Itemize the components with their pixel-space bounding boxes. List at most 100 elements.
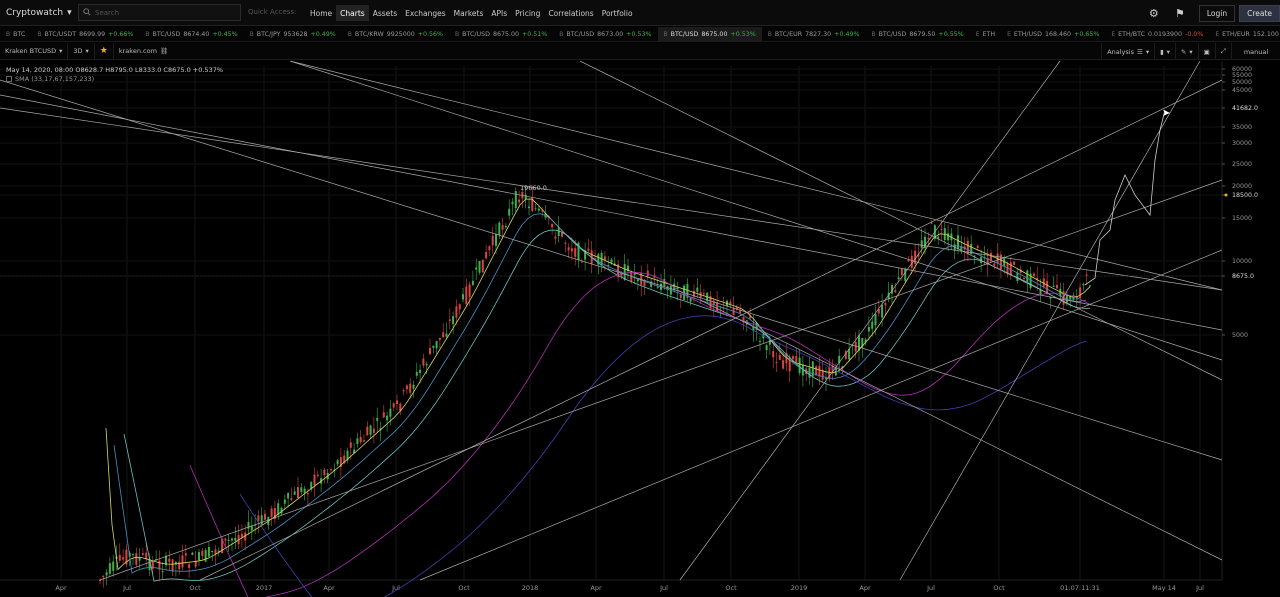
nav-charts[interactable]: Charts — [336, 5, 369, 21]
candle-body — [729, 301, 732, 305]
nav-markets[interactable]: Markets — [453, 8, 484, 18]
scale-selector[interactable]: manual — [1232, 43, 1280, 60]
candle-body — [485, 252, 488, 259]
candle-body — [409, 383, 412, 393]
ticker-item[interactable]: B BTC/JPY 953628 +0.49% — [244, 27, 342, 41]
ticker-item[interactable]: B BTC/USD 8674.40 +0.45% — [139, 27, 243, 41]
analysis-menu[interactable]: Analysis ☰ ▾ — [1101, 43, 1156, 60]
ticker-price: 0.0193900 — [1148, 30, 1183, 38]
candle-body — [927, 238, 930, 240]
peak-price-label: 19660.0 — [520, 184, 547, 192]
market-selector[interactable]: Kraken BTCUSD ▾ — [0, 42, 69, 60]
candle-body — [844, 351, 847, 359]
candle-body — [198, 552, 200, 561]
candle-body — [815, 366, 818, 376]
ticker-bar: B BTC B BTC/USDT 8699.99 +0.66% B BTC/USD 8674.4… — [0, 27, 1280, 42]
nav-apis[interactable]: APIs — [491, 8, 508, 18]
nav-pricing[interactable]: Pricing — [515, 8, 541, 18]
candle-body — [231, 538, 233, 541]
time-tick-label: Apr — [323, 584, 335, 592]
chevron-down-icon: ▾ — [67, 7, 72, 18]
chevron-down-icon: ▾ — [1145, 47, 1150, 56]
candle-body — [1026, 270, 1029, 282]
candle-body — [854, 342, 857, 352]
analysis-label: Analysis — [1107, 47, 1134, 56]
candle-body — [247, 522, 250, 529]
time-tick-label: Apr — [590, 584, 602, 592]
candle-body — [650, 281, 653, 287]
ticker-item[interactable]: E ETH/BTC 0.0193900 -0.0% — [1105, 27, 1209, 41]
ticker-price: 8675.00 — [492, 30, 519, 38]
candle-body — [297, 487, 299, 498]
draw-menu[interactable]: ✎ ▾ — [1176, 43, 1199, 60]
nav-assets[interactable]: Assets — [372, 8, 398, 18]
candle-body — [709, 296, 712, 309]
pencil-icon: ✎ — [1180, 47, 1187, 56]
ticker-item[interactable]: E ETH/USD 168.460 +0.65% — [1001, 27, 1105, 41]
create-button[interactable]: Create — [1239, 4, 1280, 22]
candle-body — [831, 365, 834, 374]
candle-body — [891, 285, 893, 294]
ticker-item[interactable]: B BTC/USD 8675.00 +0.51% — [449, 27, 553, 41]
trend-line — [579, 61, 1223, 381]
ticker-price: 8699.99 — [79, 30, 106, 38]
price-chart[interactable]: Apr Jul Oct 2017 Apr Jul Oct 2018 Apr Jul Oct 2019 A… — [0, 61, 1280, 597]
ticker-item[interactable]: B BTC/USD 8679.50 +0.55% — [865, 27, 969, 41]
candle-body — [135, 553, 138, 565]
candle-body — [244, 532, 247, 541]
candle-body — [396, 400, 398, 405]
candle-body — [471, 280, 474, 286]
candle-body — [887, 292, 890, 300]
candle-body — [940, 228, 943, 230]
ticker-item[interactable]: B BTC/USDT 8699.99 +0.66% — [31, 27, 139, 41]
candle-body — [402, 390, 405, 392]
exchange-link[interactable]: kraken.com ⛓ — [114, 43, 173, 60]
gear-icon[interactable]: ⚙ — [1148, 6, 1159, 20]
brand-name: Cryptowatch — [6, 7, 64, 18]
candle-body — [405, 385, 408, 390]
candle-body — [702, 293, 705, 295]
search-input[interactable] — [95, 8, 235, 17]
ticker-item[interactable]: B BTC/KRW 9925000 +0.56% — [342, 27, 449, 41]
chart-type-menu[interactable]: ▮ ▾ — [1155, 43, 1176, 60]
sma-legend[interactable]: SMA (33,17,67,157,233) — [6, 75, 94, 83]
price-tick-label: 55000 — [1232, 72, 1252, 79]
period-selector[interactable]: 3D ▾ — [68, 42, 95, 60]
ticker-item[interactable]: B BTC/USD 8675.00 +0.53% — [657, 27, 762, 41]
nav-exchanges[interactable]: Exchanges — [405, 8, 446, 18]
candle-body — [330, 469, 332, 471]
candle-body — [739, 309, 742, 314]
candle-body — [564, 242, 567, 244]
candle-body — [323, 469, 326, 476]
nav-home[interactable]: Home — [310, 8, 333, 18]
candle-body — [419, 369, 422, 374]
ticker-item[interactable]: B BTC/USD 8673.00 +0.53% — [553, 27, 657, 41]
alert-marker — [1224, 193, 1228, 197]
expand-icon: ⤢ — [1220, 47, 1226, 55]
candle-body — [481, 259, 484, 273]
link-icon: ⛓ — [159, 47, 169, 55]
candle-body — [151, 561, 154, 569]
screenshot-button[interactable]: ▣ — [1199, 43, 1216, 60]
candle-body — [287, 492, 290, 499]
notification-icon[interactable]: ⚑ — [1174, 6, 1185, 20]
candle-body — [1049, 296, 1052, 299]
candle-body — [290, 498, 293, 500]
candle-body — [937, 236, 940, 239]
candle-body — [508, 208, 511, 216]
candle-body — [587, 248, 590, 251]
ticker-item[interactable]: E ETH — [970, 27, 1001, 41]
fullscreen-button[interactable]: ⤢ — [1216, 43, 1232, 60]
candle-body — [676, 287, 679, 289]
nav-correlations[interactable]: Correlations — [548, 8, 594, 18]
ticker-item[interactable]: B BTC/EUR 7827.30 +0.49% — [762, 27, 866, 41]
search-box[interactable] — [78, 4, 241, 21]
brand-menu[interactable]: Cryptowatch ▾ — [0, 8, 72, 18]
candle-body — [821, 370, 824, 380]
favorite-button[interactable]: ★ — [95, 42, 114, 60]
ticker-item[interactable]: B BTC — [0, 27, 31, 41]
candle-body — [280, 507, 283, 514]
login-button[interactable]: Login — [1198, 4, 1236, 22]
nav-portfolio[interactable]: Portfolio — [601, 8, 633, 18]
